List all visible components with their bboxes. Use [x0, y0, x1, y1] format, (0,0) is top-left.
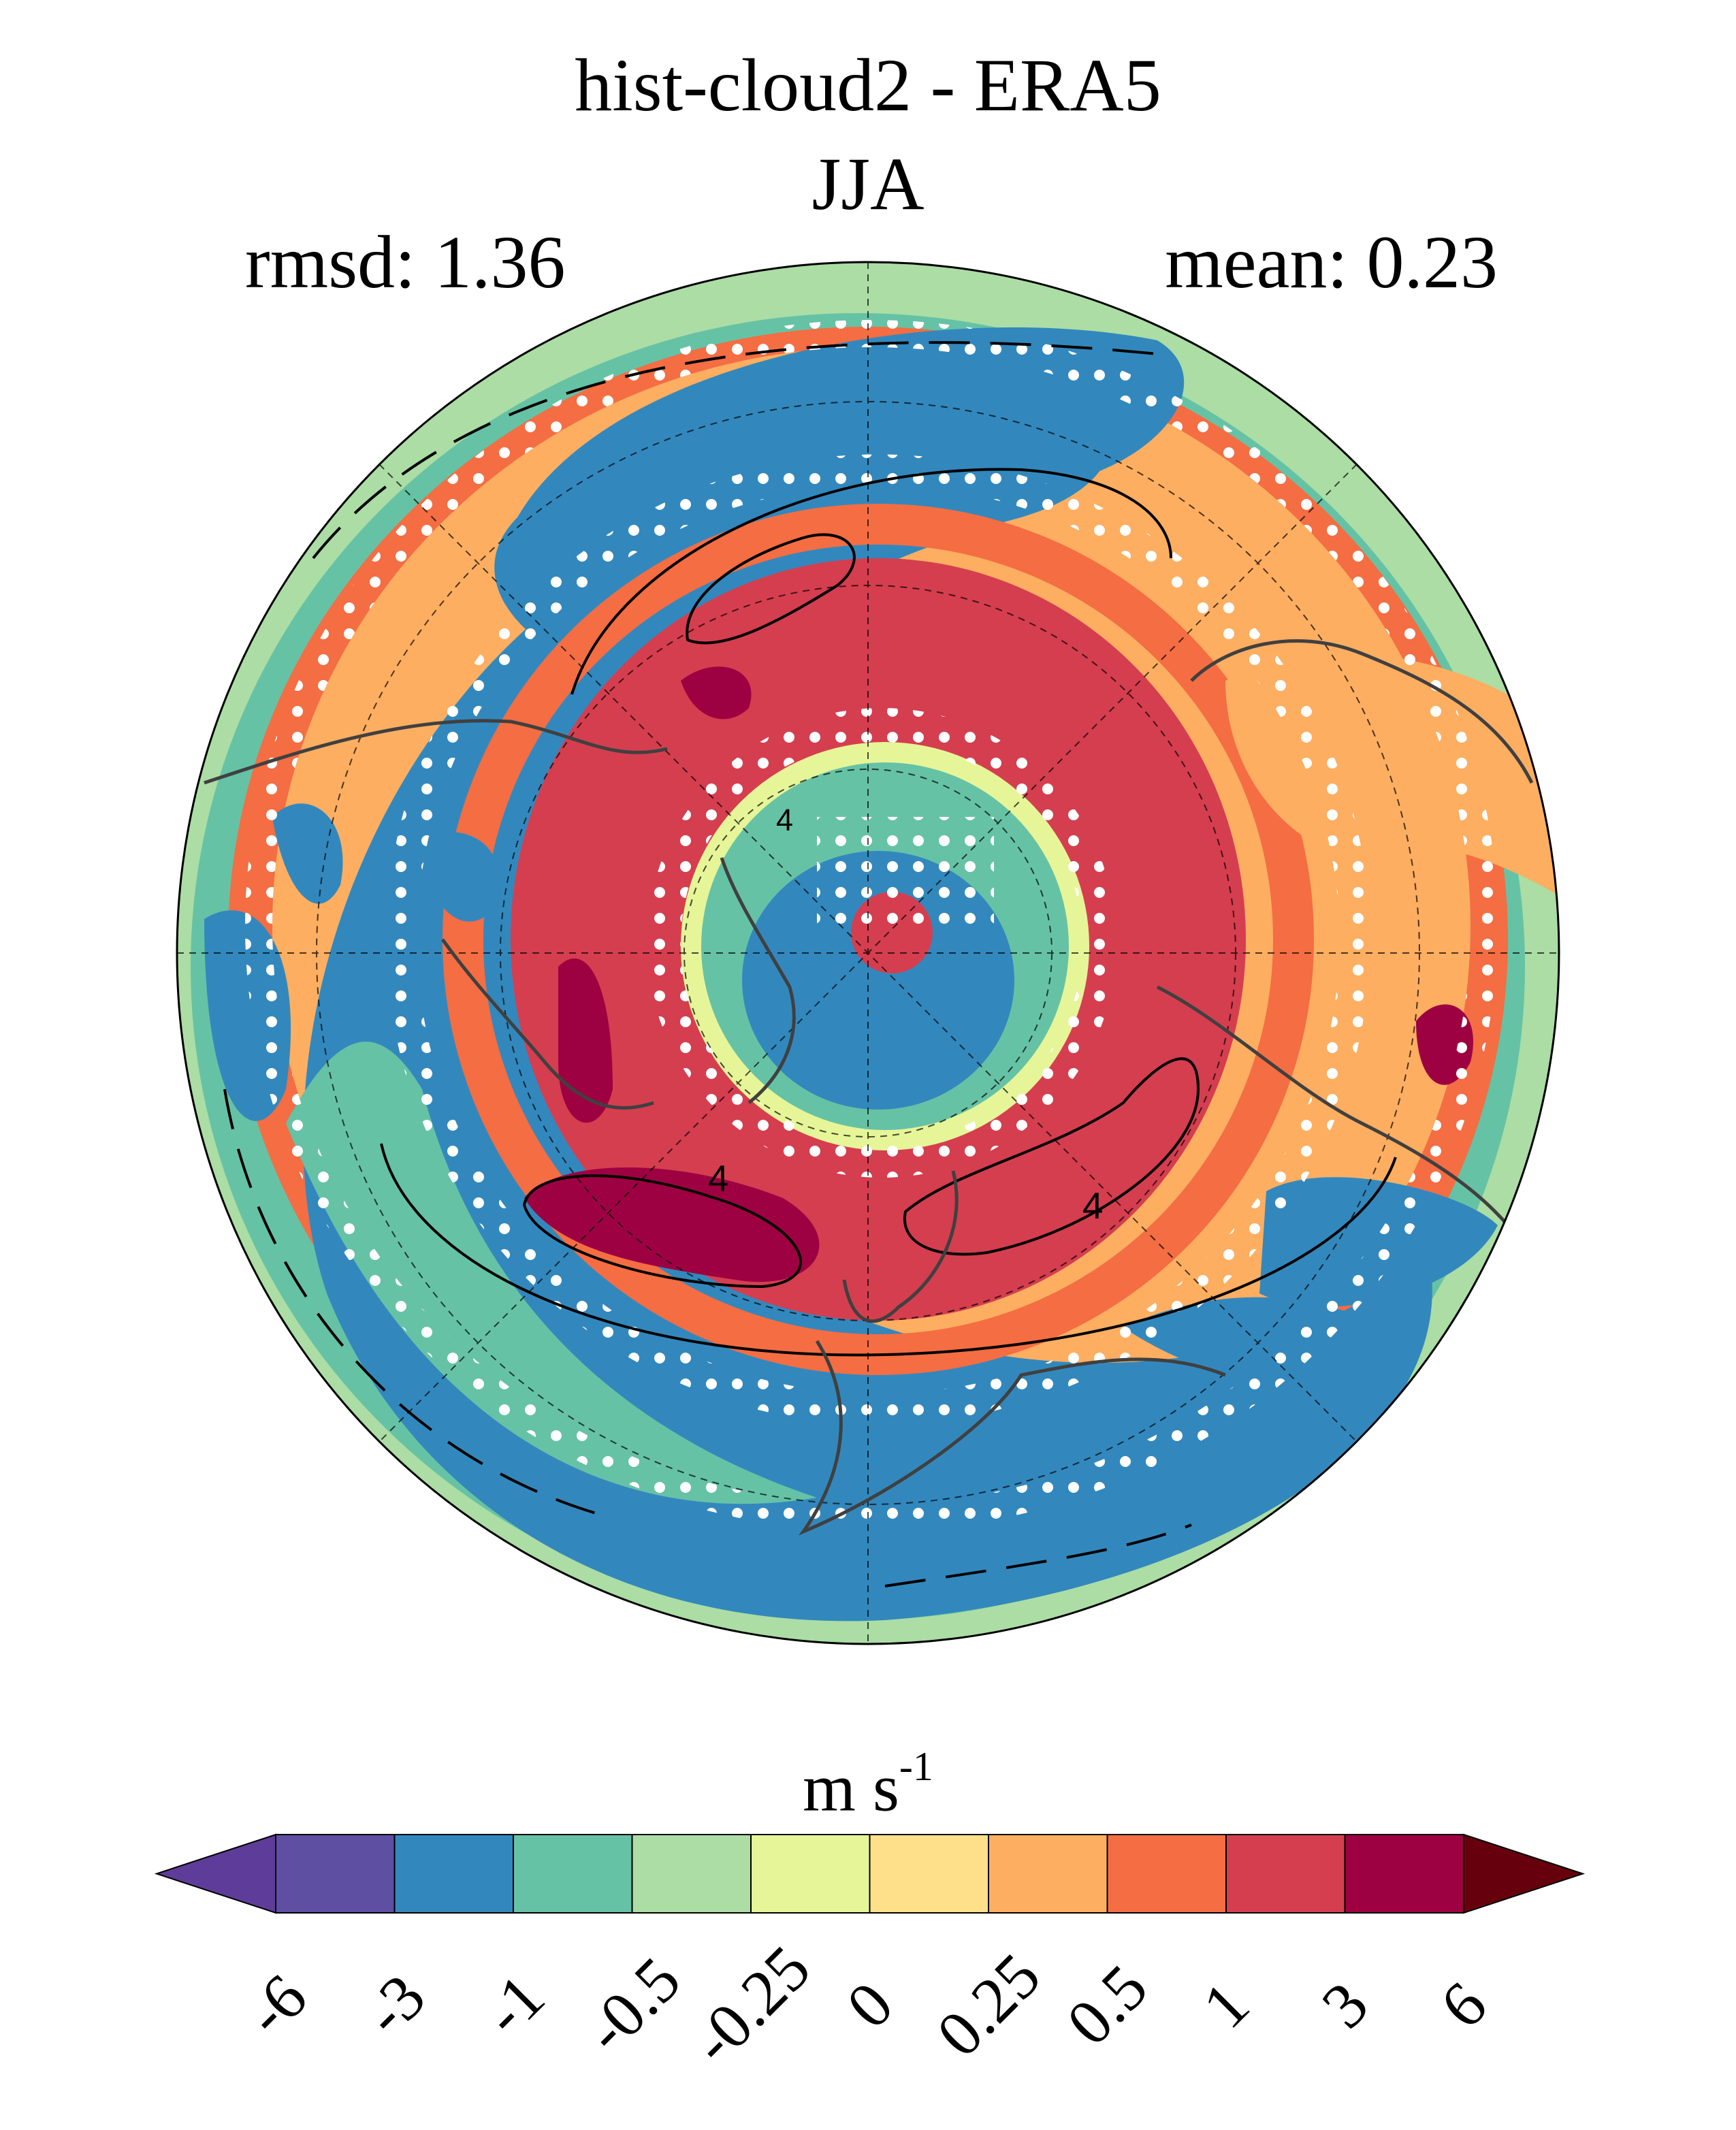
colorbar-box: [988, 1834, 1108, 1914]
colorbar-box: [631, 1834, 752, 1914]
colorbar-box: [513, 1834, 633, 1914]
mean-label: mean: 0.23: [1165, 221, 1498, 304]
season-label: JJA: [811, 142, 925, 225]
field-layer: [177, 262, 1559, 1644]
rmsd-label: rmsd: 1.36: [245, 221, 566, 304]
colorbar-box: [1106, 1834, 1227, 1914]
map-boundary: [176, 261, 1560, 1645]
colorbar-extend-low: [154, 1833, 276, 1914]
colorbar-extend-high: [1463, 1833, 1586, 1914]
contour-label: 4: [1082, 1184, 1104, 1227]
colorbar-unit: m s-1: [803, 1744, 933, 1826]
contour-label: 4: [776, 803, 793, 837]
figure-title: hist-cloud2 - ERA5: [575, 44, 1161, 127]
colorbar-box: [1225, 1834, 1346, 1914]
colorbar-box: [1344, 1834, 1464, 1914]
colorbar-box: [869, 1834, 989, 1914]
colorbar-box: [275, 1834, 396, 1914]
colorbar-box: [393, 1834, 514, 1914]
colorbar-box: [750, 1834, 871, 1914]
contour-label: 4: [708, 1157, 729, 1199]
